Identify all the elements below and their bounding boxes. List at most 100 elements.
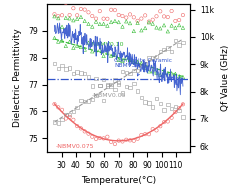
Point: [105, 50, 109, 53]
Point: [166, 103, 170, 106]
Point: [151, 18, 155, 21]
Point: [162, 24, 166, 27]
Point: [94, 20, 98, 23]
Point: [83, 19, 87, 22]
Point: [102, 54, 106, 57]
Point: [136, 21, 140, 24]
Point: [60, 14, 64, 17]
Point: [128, 58, 132, 61]
Point: [98, 10, 102, 13]
Point: [121, 60, 124, 63]
Point: [83, 130, 87, 133]
Point: [181, 115, 185, 119]
Point: [132, 29, 136, 33]
Text: -NBMV0.10: -NBMV0.10: [90, 42, 125, 47]
Point: [109, 84, 113, 87]
Point: [56, 67, 60, 70]
Point: [158, 125, 162, 128]
Point: [109, 140, 113, 143]
Point: [56, 121, 60, 124]
Point: [173, 39, 177, 42]
Text: -NBMV0.075: -NBMV0.075: [56, 143, 94, 149]
Point: [83, 48, 87, 51]
Point: [181, 103, 185, 106]
Point: [109, 21, 113, 24]
Point: [79, 46, 83, 49]
Point: [155, 26, 159, 29]
Point: [52, 62, 56, 65]
Point: [158, 50, 162, 53]
Point: [162, 121, 166, 124]
Point: [68, 115, 72, 118]
Point: [170, 116, 173, 119]
Point: [128, 13, 132, 16]
Point: [113, 9, 117, 12]
Point: [147, 101, 151, 104]
Point: [117, 58, 121, 61]
Point: [56, 17, 60, 20]
Point: [75, 70, 79, 74]
Point: [90, 98, 94, 101]
Point: [155, 71, 159, 74]
Y-axis label: Qf Value (GHz): Qf Value (GHz): [221, 45, 231, 111]
Point: [143, 133, 147, 136]
Point: [75, 106, 79, 109]
Point: [71, 110, 75, 113]
Point: [98, 22, 102, 26]
Point: [86, 22, 90, 25]
Point: [170, 24, 173, 27]
Point: [143, 101, 147, 104]
Point: [124, 85, 128, 88]
Point: [166, 72, 170, 75]
Point: [121, 140, 124, 143]
Point: [147, 57, 151, 60]
Point: [121, 15, 124, 18]
Point: [151, 105, 155, 108]
Point: [158, 10, 162, 13]
Point: [56, 15, 60, 18]
Point: [170, 72, 173, 75]
Point: [52, 13, 56, 16]
Point: [86, 41, 90, 44]
Point: [128, 86, 132, 89]
Point: [64, 113, 68, 116]
Point: [68, 17, 72, 20]
Point: [60, 108, 64, 111]
Point: [117, 21, 121, 24]
Point: [60, 64, 64, 67]
Point: [162, 48, 166, 51]
Point: [79, 15, 83, 19]
Point: [64, 1, 68, 4]
Point: [52, 103, 56, 106]
Point: [170, 9, 173, 12]
Point: [166, 46, 170, 50]
Point: [173, 105, 177, 108]
Point: [83, 100, 87, 103]
Point: [113, 19, 117, 22]
Point: [86, 132, 90, 135]
Point: [173, 19, 177, 22]
Point: [181, 26, 185, 29]
Point: [64, 44, 68, 47]
Point: [121, 70, 124, 73]
Point: [155, 55, 159, 58]
Point: [177, 44, 181, 47]
Point: [94, 137, 98, 140]
Point: [132, 139, 136, 142]
Point: [56, 40, 60, 43]
Point: [71, 19, 75, 22]
Point: [90, 84, 94, 87]
Point: [90, 50, 94, 53]
Point: [162, 15, 166, 18]
Point: [113, 143, 117, 146]
Y-axis label: Dielectric Permittivity: Dielectric Permittivity: [13, 29, 22, 127]
Point: [166, 120, 170, 123]
Point: [117, 83, 121, 86]
Point: [75, 17, 79, 20]
Point: [52, 120, 56, 123]
Point: [151, 128, 155, 131]
Point: [166, 30, 170, 33]
Point: [71, 118, 75, 121]
Point: [166, 15, 170, 19]
Point: [60, 25, 64, 28]
